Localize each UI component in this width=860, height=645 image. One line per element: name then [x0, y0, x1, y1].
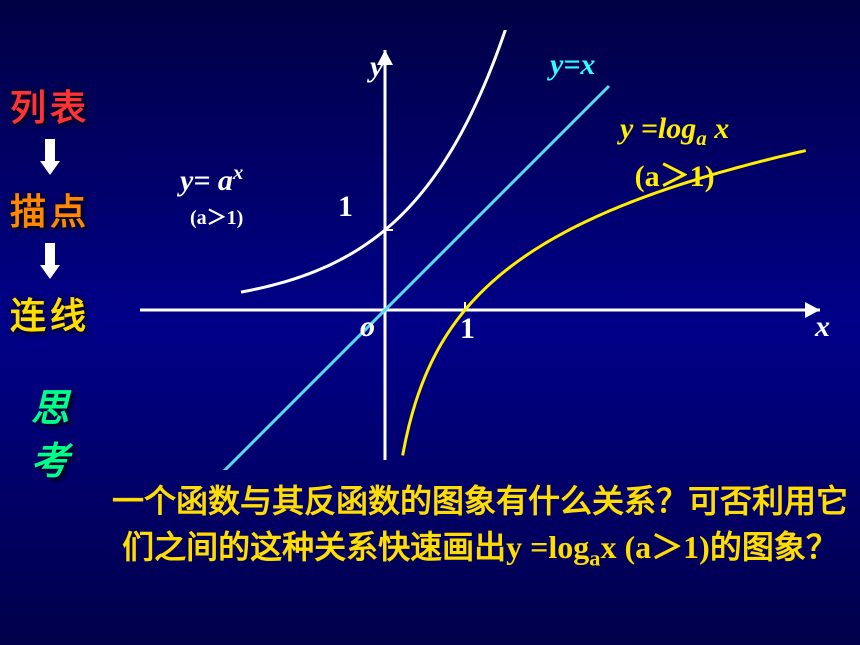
tick-one-x: 1 [460, 312, 475, 346]
arrow-down-icon [42, 139, 58, 175]
sidebar-steps: 列表 描点 连线 思考 [10, 75, 90, 489]
origin-label: o [360, 310, 375, 344]
step-3: 连线 [10, 287, 90, 339]
chart: y x o 1 1 y= ax (a＞1) y=x y =loga x (a＞1… [120, 30, 840, 470]
arrow-down-icon [42, 243, 58, 279]
question-text: 一个函数与其反函数的图象有什么关系？可否利用它们之间的这种关系快速画出y =lo… [110, 478, 850, 575]
think-label: 思考 [31, 383, 69, 489]
chart-svg [120, 30, 840, 470]
tick-one-y: 1 [338, 190, 353, 224]
y-axis-label: y [370, 50, 383, 84]
step-2: 描点 [10, 183, 90, 235]
log-label: y =loga x (a＞1) [620, 112, 729, 195]
line-label: y=x [550, 48, 595, 82]
exp-label: y= ax (a＞1) [180, 160, 243, 232]
step-1: 列表 [10, 79, 90, 131]
x-axis-label: x [815, 310, 830, 344]
